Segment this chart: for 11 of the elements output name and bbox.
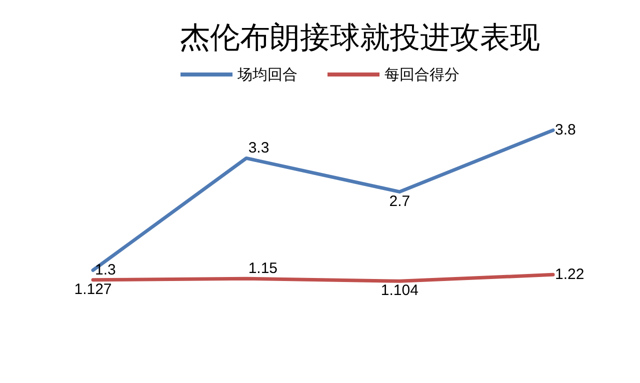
legend-label: 场均回合 bbox=[236, 66, 298, 84]
data-label: 1.3 bbox=[95, 262, 116, 279]
data-label: 1.22 bbox=[555, 266, 584, 284]
legend-label: 每回合得分 bbox=[384, 66, 460, 84]
data-label: 2.7 bbox=[389, 192, 410, 210]
data-label: 1.15 bbox=[248, 260, 278, 278]
data-label: 3.3 bbox=[248, 140, 270, 157]
data-label: 3.8 bbox=[555, 122, 576, 139]
chart-title: 杰伦布朗接球就投进攻表现 bbox=[180, 20, 540, 56]
data-label: 1.127 bbox=[74, 280, 112, 298]
data-label: 1.104 bbox=[380, 282, 418, 300]
